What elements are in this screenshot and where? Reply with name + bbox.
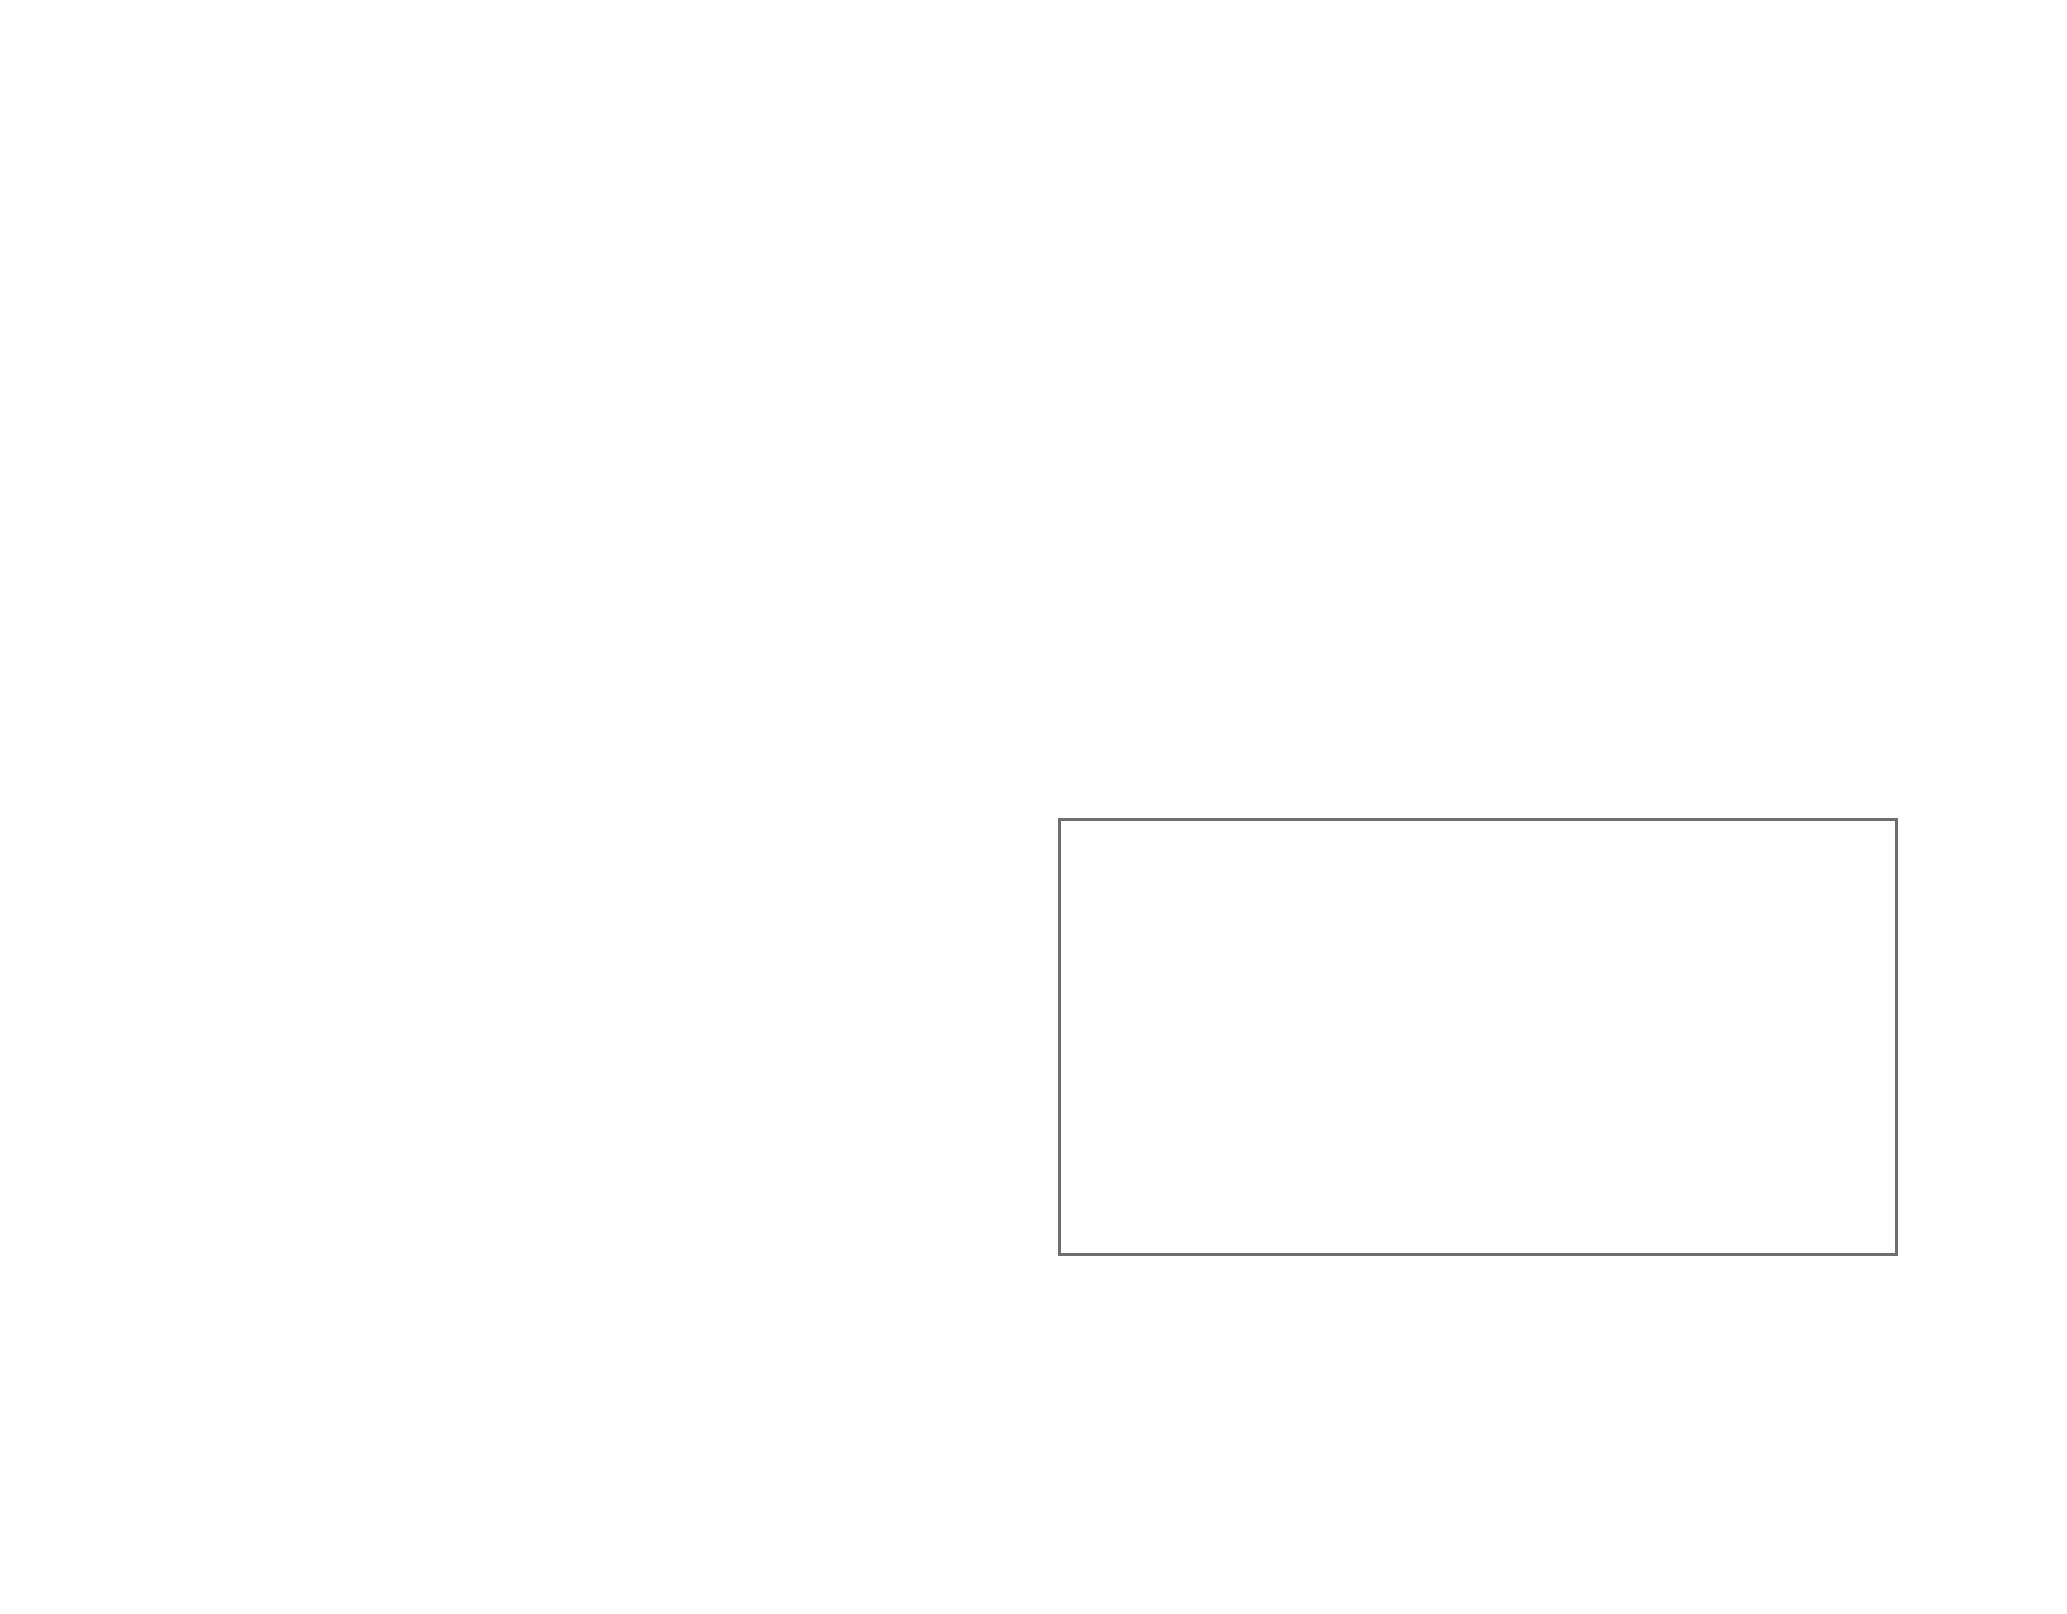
legend: [1058, 818, 1898, 1256]
